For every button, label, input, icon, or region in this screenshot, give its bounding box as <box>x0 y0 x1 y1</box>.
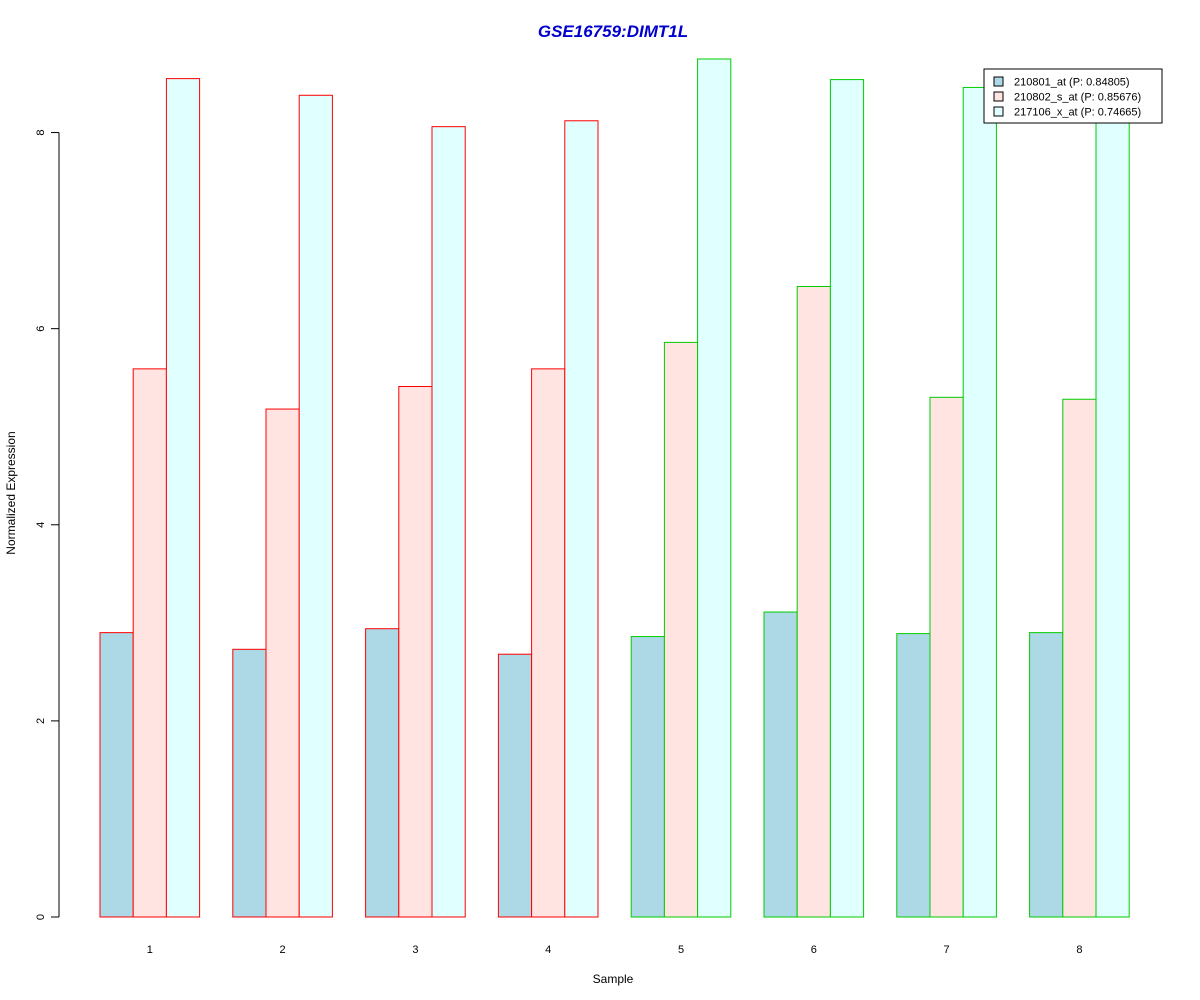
bar-sample-3-series-2 <box>398 386 433 918</box>
y-tick-label: 0 <box>35 914 47 920</box>
bar-sample-2-series-2 <box>265 408 300 918</box>
bar-sample-2-series-1 <box>232 648 267 918</box>
legend-swatch <box>993 106 1004 117</box>
x-axis-label: Sample <box>593 972 634 986</box>
x-tick-label: 8 <box>1076 944 1082 956</box>
bar-sample-7-series-3 <box>962 86 997 918</box>
y-tick-label: 4 <box>35 522 47 528</box>
x-tick-label: 3 <box>412 944 418 956</box>
bar-sample-5-series-2 <box>663 341 699 918</box>
legend-box <box>983 68 1163 124</box>
bars <box>99 58 1130 918</box>
bar-sample-5-series-1 <box>630 636 665 918</box>
bar-sample-5-series-3 <box>697 58 732 918</box>
legend-entry: 217106_x_at (P: 0.74665) <box>1014 107 1141 119</box>
bar-sample-1-series-2 <box>132 368 167 918</box>
bar-sample-1-series-1 <box>99 632 134 918</box>
y-tick-label: 6 <box>35 326 47 332</box>
bar-sample-8-series-1 <box>1029 632 1064 918</box>
x-tick-label: 2 <box>280 944 286 956</box>
legend: 210801_at (P: 0.84805) 210802_s_at (P: 0.… <box>983 68 1163 124</box>
x-tick-label: 4 <box>545 944 551 956</box>
bar-sample-4-series-1 <box>497 653 533 918</box>
y-axis: 0 2 4 6 8 <box>35 129 60 920</box>
bar-sample-8-series-2 <box>1062 398 1097 918</box>
x-tick-label: 1 <box>147 944 153 956</box>
y-tick-label: 8 <box>35 129 47 135</box>
x-axis-ticks: 1 2 3 4 5 6 7 8 <box>147 944 1083 956</box>
legend-swatch <box>993 76 1004 87</box>
legend-entry: 210801_at (P: 0.84805) <box>1014 77 1130 89</box>
bar-sample-4-series-2 <box>531 368 566 918</box>
bar-sample-7-series-2 <box>929 396 964 918</box>
legend-entry: 210802_s_at (P: 0.85676) <box>1014 92 1141 104</box>
bar-sample-7-series-1 <box>896 633 931 918</box>
y-tick-label: 2 <box>35 718 47 724</box>
bar-sample-2-series-3 <box>298 94 333 918</box>
bar-sample-6-series-2 <box>796 285 831 918</box>
x-tick-label: 5 <box>678 944 684 956</box>
bar-sample-1-series-3 <box>165 78 201 918</box>
bar-sample-3-series-1 <box>365 628 400 918</box>
y-axis-label: Normalized Expression <box>4 431 18 554</box>
bar-sample-6-series-1 <box>763 611 798 918</box>
x-tick-label: 7 <box>944 944 950 956</box>
bar-sample-8-series-3 <box>1095 108 1130 918</box>
bar-sample-6-series-3 <box>829 79 865 918</box>
bar-sample-3-series-3 <box>431 126 466 918</box>
chart-title: GSE16759:DIMT1L <box>538 22 688 41</box>
legend-swatch <box>993 91 1004 102</box>
x-tick-label: 6 <box>811 944 817 956</box>
bar-sample-4-series-3 <box>564 120 599 918</box>
